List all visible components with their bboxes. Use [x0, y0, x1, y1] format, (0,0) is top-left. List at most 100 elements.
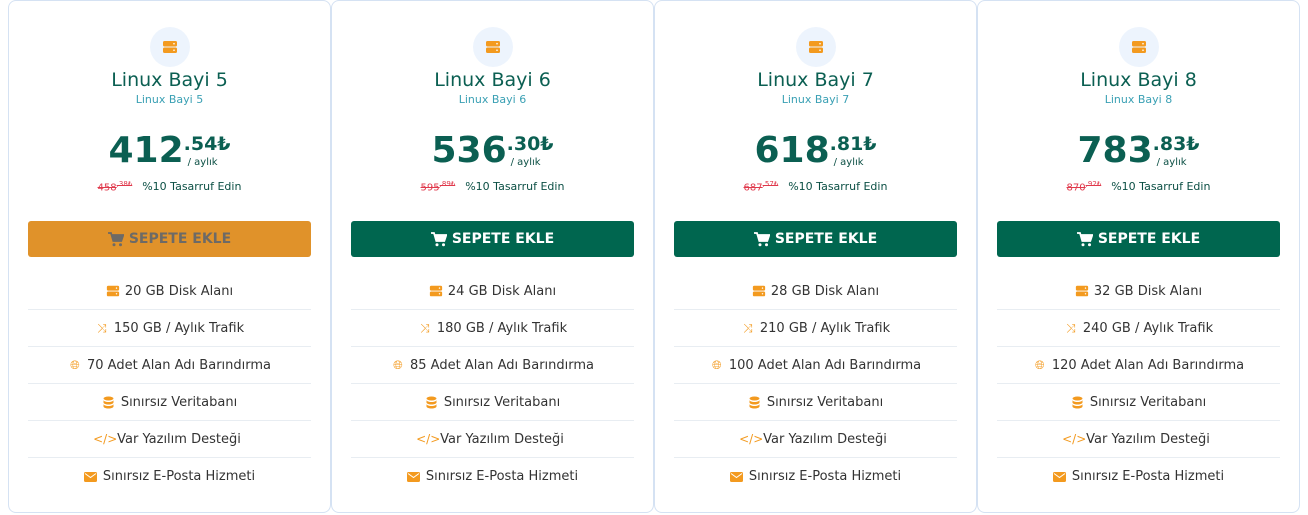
- button-label: SEPETE EKLE: [774, 231, 878, 247]
- shuffle-icon: ⤨: [97, 320, 107, 335]
- hdd-icon: [106, 284, 120, 298]
- feature-item: Sınırsız E-Posta Hizmeti: [674, 458, 957, 495]
- feature-label: 180 GB / Aylık Trafik: [436, 320, 568, 336]
- feature-label: 28 GB Disk Alanı: [770, 283, 880, 299]
- feature-label: 210 GB / Aylık Trafik: [759, 320, 891, 336]
- feature-item: 🌐︎ 120 Adet Alan Adı Barındırma: [997, 347, 1280, 384]
- plan-subtitle: Linux Bayi 8: [1104, 93, 1173, 106]
- feature-item: 24 GB Disk Alanı: [351, 273, 634, 310]
- feature-label: 100 Adet Alan Adı Barındırma: [728, 357, 922, 373]
- savings: 870,92₺ %10 Tasarruf Edin: [978, 180, 1299, 193]
- globe-icon: 🌐︎: [1035, 357, 1045, 372]
- add-to-cart-button[interactable]: SEPETE EKLE: [997, 221, 1280, 257]
- feature-list: 24 GB Disk Alanı ⤨ 180 GB / Aylık Trafik 🌐︎…: [351, 273, 634, 495]
- price-integer: 618: [754, 130, 830, 171]
- plan-subtitle: Linux Bayi 5: [135, 93, 204, 106]
- code-icon: </>: [739, 432, 764, 446]
- savings: 595,89₺ %10 Tasarruf Edin: [332, 180, 653, 193]
- old-price: 687,57₺: [744, 180, 779, 193]
- old-price-decimal: ,57₺: [762, 180, 779, 188]
- database-icon: [748, 396, 762, 409]
- savings-text: %10 Tasarruf Edin: [1111, 180, 1211, 194]
- plan-price: 536.30₺ / aylık: [332, 129, 653, 173]
- feature-item: 🌐︎ 85 Adet Alan Adı Barındırma: [351, 347, 634, 384]
- database-icon: [425, 396, 439, 409]
- plan-title: Linux Bayi 7: [757, 69, 874, 91]
- old-price-decimal: ,38₺: [116, 180, 133, 188]
- price-period: / aylık: [1156, 157, 1187, 168]
- cart-icon: [107, 231, 124, 247]
- old-price-integer: 870: [1066, 182, 1086, 194]
- shuffle-icon: ⤨: [1066, 320, 1076, 335]
- feature-item: ⤨ 210 GB / Aylık Trafik: [674, 310, 957, 347]
- hdd-icon: [429, 284, 443, 298]
- hdd-icon: [752, 284, 766, 298]
- feature-label: 150 GB / Aylık Trafik: [113, 320, 245, 336]
- plan-price: 618.81₺ / aylık: [655, 129, 976, 173]
- shuffle-icon: ⤨: [420, 320, 430, 335]
- server-icon: [1118, 27, 1159, 67]
- plan-subtitle: Linux Bayi 6: [458, 93, 527, 106]
- feature-item: 20 GB Disk Alanı: [28, 273, 311, 310]
- code-icon: </>: [93, 432, 118, 446]
- add-to-cart-button[interactable]: SEPETE EKLE: [674, 221, 957, 257]
- feature-item: </> Var Yazılım Desteği: [28, 421, 311, 458]
- price-integer: 783: [1077, 130, 1153, 171]
- plan-title: Linux Bayi 5: [111, 69, 228, 91]
- price-period: / aylık: [510, 157, 541, 168]
- envelope-icon: [84, 471, 98, 482]
- feature-label: 240 GB / Aylık Trafik: [1082, 320, 1214, 336]
- feature-item: Sınırsız E-Posta Hizmeti: [997, 458, 1280, 495]
- old-price-integer: 595: [420, 182, 440, 194]
- plan-price: 412.54₺ / aylık: [9, 129, 330, 173]
- globe-icon: 🌐︎: [70, 357, 80, 372]
- price-integer: 412: [108, 130, 184, 171]
- feature-label: Var Yazılım Desteği: [117, 431, 241, 447]
- old-price: 595,89₺: [421, 180, 456, 193]
- old-price: 870,92₺: [1067, 180, 1102, 193]
- feature-item: ⤨ 240 GB / Aylık Trafik: [997, 310, 1280, 347]
- old-price: 458,38₺: [98, 180, 133, 193]
- price-decimal: .81₺: [829, 133, 877, 155]
- feature-label: Sınırsız Veritabanı: [766, 394, 884, 410]
- button-label: SEPETE EKLE: [451, 231, 555, 247]
- envelope-icon: [1053, 471, 1067, 482]
- add-to-cart-button[interactable]: SEPETE EKLE: [28, 221, 311, 257]
- cart-icon: [753, 231, 770, 247]
- plan-card: Linux Bayi 8 Linux Bayi 8 783.83₺ / aylık…: [977, 0, 1300, 513]
- plan-title: Linux Bayi 6: [434, 69, 551, 91]
- add-to-cart-button[interactable]: SEPETE EKLE: [351, 221, 634, 257]
- price-integer: 536: [431, 130, 507, 171]
- feature-item: ⤨ 180 GB / Aylık Trafik: [351, 310, 634, 347]
- feature-item: </> Var Yazılım Desteği: [997, 421, 1280, 458]
- button-label: SEPETE EKLE: [1097, 231, 1201, 247]
- feature-item: 32 GB Disk Alanı: [997, 273, 1280, 310]
- hdd-icon: [1075, 284, 1089, 298]
- feature-label: 24 GB Disk Alanı: [447, 283, 557, 299]
- globe-icon: 🌐︎: [712, 357, 722, 372]
- feature-label: Sınırsız E-Posta Hizmeti: [748, 469, 902, 484]
- feature-item: Sınırsız E-Posta Hizmeti: [28, 458, 311, 495]
- shuffle-icon: ⤨: [743, 320, 753, 335]
- savings: 687,57₺ %10 Tasarruf Edin: [655, 180, 976, 193]
- feature-item: 28 GB Disk Alanı: [674, 273, 957, 310]
- button-label: SEPETE EKLE: [128, 231, 232, 247]
- feature-label: Sınırsız E-Posta Hizmeti: [1071, 469, 1225, 484]
- old-price-decimal: ,89₺: [439, 180, 456, 188]
- feature-label: Sınırsız Veritabanı: [443, 394, 561, 410]
- envelope-icon: [407, 471, 421, 482]
- feature-label: Sınırsız E-Posta Hizmeti: [425, 469, 579, 484]
- code-icon: </>: [416, 432, 441, 446]
- feature-item: 🌐︎ 70 Adet Alan Adı Barındırma: [28, 347, 311, 384]
- price-decimal: .54₺: [183, 133, 231, 155]
- feature-item: </> Var Yazılım Desteği: [351, 421, 634, 458]
- feature-label: Var Yazılım Desteği: [763, 431, 887, 447]
- plan-card: Linux Bayi 7 Linux Bayi 7 618.81₺ / aylık…: [654, 0, 977, 513]
- feature-label: Sınırsız E-Posta Hizmeti: [102, 469, 256, 484]
- savings: 458,38₺ %10 Tasarruf Edin: [9, 180, 330, 193]
- feature-label: 70 Adet Alan Adı Barındırma: [86, 357, 271, 373]
- old-price-decimal: ,92₺: [1085, 180, 1102, 188]
- cart-icon: [1076, 231, 1093, 247]
- plan-card: Linux Bayi 5 Linux Bayi 5 412.54₺ / aylık…: [8, 0, 331, 513]
- pricing-cards: Linux Bayi 5 Linux Bayi 5 412.54₺ / aylık…: [8, 0, 1300, 513]
